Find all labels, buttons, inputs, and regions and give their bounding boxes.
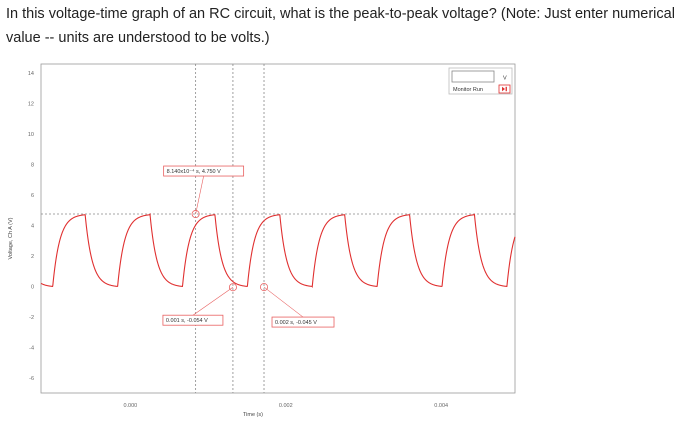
play-pause-icon[interactable] (498, 84, 511, 94)
cursor-annotations: 8.140x10⁻⁴ s, 4.750 V 0.001 s, -0.054 V 0.… (162, 165, 335, 328)
cursor-marker (191, 210, 200, 219)
cursor-leader-line (192, 286, 234, 316)
cursor-label: 8.140x10⁻⁴ s, 4.750 V (167, 168, 222, 175)
y-tick-label: 4 (31, 223, 34, 229)
cursor-label-box (162, 314, 224, 326)
y-tick-label: 6 (31, 193, 34, 199)
cursor-leader-line (263, 286, 304, 318)
y-tick-label: 0 (31, 284, 34, 290)
y-tick-label: 14 (28, 71, 34, 77)
cursor-label-box (163, 165, 245, 177)
x-tick-labels: 0.000 0.002 0.004 (123, 403, 448, 409)
plot-frame (40, 63, 516, 394)
y-tick-label: 12 (28, 102, 34, 108)
x-tick-label: 0.004 (434, 403, 448, 409)
cursor-label: 0.001 s, -0.054 V (166, 318, 208, 324)
cursor-marker (260, 283, 269, 292)
y-tick-label: 2 (31, 254, 34, 260)
y-tick-label: -6 (29, 376, 34, 382)
cursor-label: 0.002 s, -0.045 V (275, 320, 317, 326)
monitor-run-label: Monitor Run (453, 87, 483, 93)
y-tick-label: -4 (29, 345, 34, 351)
y-tick-label: -2 (29, 315, 34, 321)
y-tick-label: 10 (28, 132, 34, 138)
y-tick-labels: 14 12 10 8 6 4 2 0 -2 -4 -6 (28, 71, 34, 382)
plot-border (40, 63, 516, 394)
monitor-panel: V Monitor Run (448, 67, 513, 95)
x-axis-label: Time (s) (243, 412, 263, 418)
voltage-series (40, 213, 516, 288)
cursor-marker (228, 283, 237, 292)
y-axis-label: Voltage, Ch A (V) (8, 217, 14, 259)
y-tick-label: 8 (31, 163, 34, 169)
monitor-unit-label: V (503, 76, 507, 82)
cursor-reference-lines (41, 64, 515, 393)
question-text: In this voltage-time graph of an RC circ… (6, 6, 675, 46)
monitor-value-input[interactable] (451, 70, 495, 83)
x-tick-label: 0.000 (123, 403, 137, 409)
x-tick-label: 0.002 (279, 403, 293, 409)
plot-background (41, 64, 515, 393)
voltage-trace (40, 213, 516, 288)
cursor-leader-line (195, 175, 204, 215)
voltage-time-chart: 8.140x10⁻⁴ s, 4.750 V 0.001 s, -0.054 V 0.… (8, 63, 516, 418)
cursor-label-box (271, 316, 335, 328)
